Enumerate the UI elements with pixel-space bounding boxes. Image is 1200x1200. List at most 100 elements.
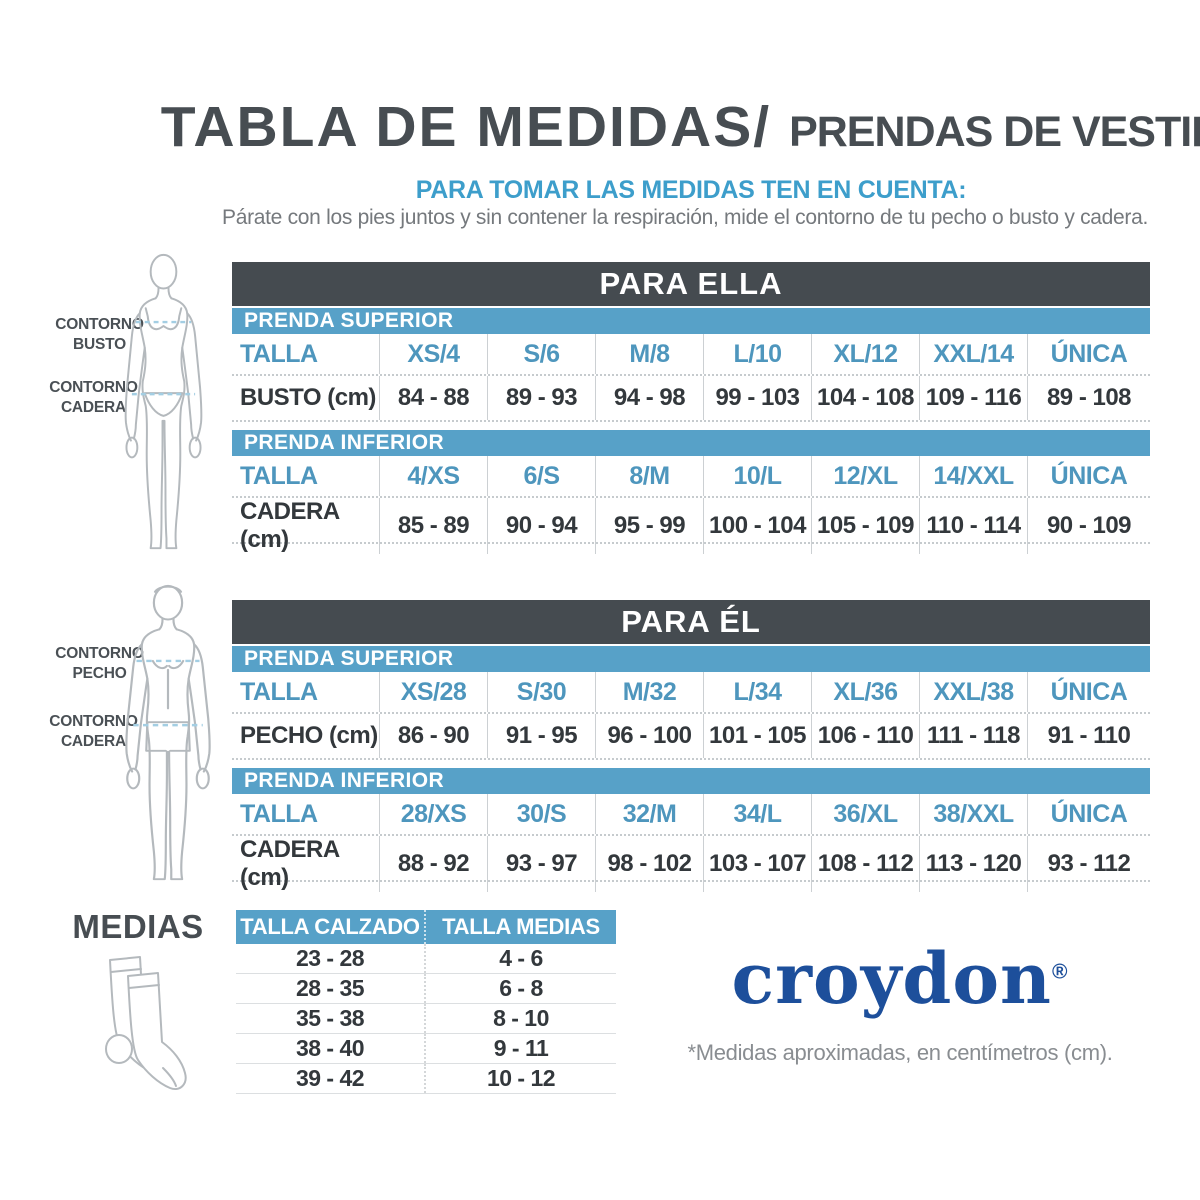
- size-cell: 28/XS: [380, 794, 488, 834]
- size-cell: ÚNICA: [1050, 339, 1128, 368]
- size-row: TALLA XS/4 S/6 M/8 L/10 XL/12 XXL/14 ÚNI…: [232, 334, 1150, 376]
- size-cell: L/10: [704, 334, 812, 374]
- measure-cell: 96 - 100: [596, 714, 704, 758]
- measure-cell: 94 - 98: [596, 376, 704, 420]
- size-cell: M/8: [596, 334, 704, 374]
- measure-cell: 95 - 99: [596, 498, 704, 554]
- page-title-main: TABLA DE MEDIDAS/: [160, 95, 772, 159]
- medias-row: 35 - 38 8 - 10: [236, 1004, 616, 1034]
- size-cell: XS/28: [380, 672, 488, 712]
- medias-row: 23 - 28 4 - 6: [236, 944, 616, 974]
- medias-table: TALLA CALZADO TALLA MEDIAS 23 - 28 4 - 6…: [236, 910, 616, 1094]
- medias-header-row: TALLA CALZADO TALLA MEDIAS: [236, 910, 616, 944]
- measure-cell: 89 - 108: [1046, 384, 1132, 411]
- medias-row: 38 - 40 9 - 11: [236, 1034, 616, 1064]
- size-row: TALLA 4/XS 6/S 8/M 10/L 12/XL 14/XXL ÚNI…: [232, 456, 1150, 498]
- measure-cell: 113 - 120: [920, 836, 1028, 892]
- measure-cell: 108 - 112: [812, 836, 920, 892]
- band-prenda-superior: PRENDA SUPERIOR: [232, 308, 1150, 334]
- size-cell: ÚNICA: [1050, 799, 1128, 828]
- sock-size-cell: 8 - 10: [493, 1005, 549, 1031]
- socks-icon: [105, 956, 187, 1090]
- size-label: TALLA: [232, 794, 380, 834]
- croydon-logo: croydon®: [655, 944, 1145, 1014]
- measure-cell: 90 - 109: [1046, 512, 1132, 539]
- shoe-size-cell: 28 - 35: [236, 974, 426, 1003]
- measure-cell: 85 - 89: [380, 498, 488, 554]
- measurements-footnote: *Medidas aproximadas, en centímetros (cm…: [687, 1040, 1113, 1065]
- page-title: TABLA DE MEDIDAS/ PRENDAS DE VESTIR: [161, 94, 1200, 160]
- size-cell: ÚNICA: [1050, 677, 1128, 706]
- size-row: TALLA 28/XS 30/S 32/M 34/L 36/XL 38/XXL …: [232, 794, 1150, 836]
- medias-col-header: TALLA MEDIAS: [442, 914, 600, 939]
- measure-cell: 93 - 97: [488, 836, 596, 892]
- size-cell: 8/M: [596, 456, 704, 496]
- band-prenda-inferior: PRENDA INFERIOR: [232, 768, 1150, 794]
- size-cell: 30/S: [488, 794, 596, 834]
- size-cell: ÚNICA: [1050, 461, 1128, 490]
- male-hip-label: CONTORNO CADERA: [49, 713, 138, 751]
- measure-cell: 84 - 88: [380, 376, 488, 420]
- measure-cell: 99 - 103: [704, 376, 812, 420]
- measure-cell: 103 - 107: [704, 836, 812, 892]
- size-cell: XS/4: [380, 334, 488, 374]
- measure-cell: 109 - 116: [920, 376, 1028, 420]
- band-prenda-inferior: PRENDA INFERIOR: [232, 430, 1150, 456]
- male-chest-label: CONTORNO PECHO: [55, 645, 144, 683]
- male-body-outline-icon: [125, 584, 211, 881]
- page-title-sub: PRENDAS DE VESTIR: [789, 108, 1200, 156]
- measure-cell: 88 - 92: [380, 836, 488, 892]
- measure-cell: 101 - 105: [704, 714, 812, 758]
- measure-label: CADERA (cm): [232, 498, 380, 554]
- measure-cell: 89 - 93: [488, 376, 596, 420]
- measure-row: PECHO (cm) 86 - 90 91 - 95 96 - 100 101 …: [232, 714, 1150, 760]
- table-title-para-el: PARA ÉL: [232, 600, 1150, 644]
- medias-col-header: TALLA CALZADO: [236, 910, 426, 944]
- measure-cell: 111 - 118: [920, 714, 1028, 758]
- size-label: TALLA: [232, 672, 380, 712]
- medias-row: 28 - 35 6 - 8: [236, 974, 616, 1004]
- medias-row: 39 - 42 10 - 12: [236, 1064, 616, 1094]
- measure-row: CADERA (cm) 85 - 89 90 - 94 95 - 99 100 …: [232, 498, 1150, 554]
- size-cell: 12/XL: [812, 456, 920, 496]
- measure-row: BUSTO (cm) 84 - 88 89 - 93 94 - 98 99 - …: [232, 376, 1150, 422]
- size-cell: 10/L: [704, 456, 812, 496]
- size-cell: 34/L: [704, 794, 812, 834]
- measure-cell: 104 - 108: [812, 376, 920, 420]
- female-bust-label: CONTORNO BUSTO: [55, 316, 144, 354]
- size-label: TALLA: [232, 334, 380, 374]
- sock-size-cell: 9 - 11: [493, 1035, 549, 1061]
- size-cell: L/34: [704, 672, 812, 712]
- size-cell: XXL/14: [920, 334, 1028, 374]
- measure-row: CADERA (cm) 88 - 92 93 - 97 98 - 102 103…: [232, 836, 1150, 892]
- measure-cell: 110 - 114: [920, 498, 1028, 554]
- measure-cell: 106 - 110: [812, 714, 920, 758]
- sock-size-cell: 10 - 12: [486, 1065, 556, 1091]
- female-hip-label: CONTORNO CADERA: [49, 379, 138, 417]
- band-prenda-superior: PRENDA SUPERIOR: [232, 646, 1150, 672]
- shoe-size-cell: 39 - 42: [236, 1064, 426, 1093]
- size-cell: XXL/38: [920, 672, 1028, 712]
- medias-heading: MEDIAS: [72, 908, 204, 945]
- size-cell: 14/XXL: [920, 456, 1028, 496]
- measure-label: BUSTO (cm): [232, 376, 380, 420]
- measure-cell: 93 - 112: [1047, 850, 1131, 877]
- measure-cell: 90 - 94: [488, 498, 596, 554]
- instructions-heading: PARA TOMAR LAS MEDIDAS TEN EN CUENTA:: [415, 176, 967, 204]
- measure-cell: 86 - 90: [380, 714, 488, 758]
- size-cell: M/32: [596, 672, 704, 712]
- sock-size-cell: 6 - 8: [499, 975, 543, 1001]
- shoe-size-cell: 35 - 38: [236, 1004, 426, 1033]
- size-cell: 6/S: [488, 456, 596, 496]
- size-cell: XL/12: [812, 334, 920, 374]
- size-label: TALLA: [232, 456, 380, 496]
- measure-cell: 105 - 109: [812, 498, 920, 554]
- measure-cell: 91 - 95: [488, 714, 596, 758]
- sock-size-cell: 4 - 6: [499, 945, 543, 971]
- registered-mark: ®: [1051, 960, 1069, 984]
- measure-label: CADERA (cm): [232, 836, 380, 892]
- size-cell: XL/36: [812, 672, 920, 712]
- table-title-para-ella: PARA ELLA: [232, 262, 1150, 306]
- measure-cell: 100 - 104: [704, 498, 812, 554]
